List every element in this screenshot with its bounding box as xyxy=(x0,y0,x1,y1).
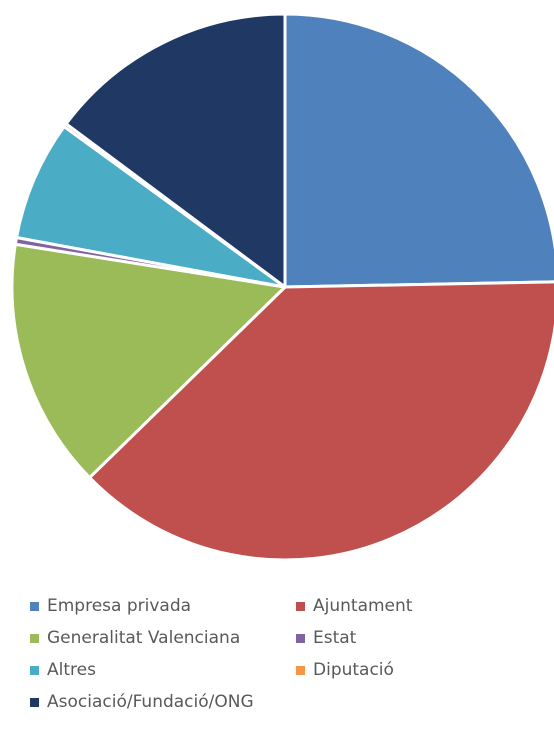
legend-swatch xyxy=(296,601,305,611)
pie-slice-altres xyxy=(15,125,287,289)
legend-label: Generalitat Valenciana xyxy=(47,628,241,648)
legend-swatch xyxy=(30,665,39,675)
legend-item-estat: Estat xyxy=(296,628,356,648)
legend-label: Estat xyxy=(313,628,357,648)
legend-label: Asociació/Fundació/ONG xyxy=(47,692,254,712)
legend-swatch xyxy=(296,633,305,643)
legend-item-altres: Altres xyxy=(30,660,96,680)
pie-chart xyxy=(10,12,554,562)
pie-slice-empresa-privada xyxy=(283,12,554,289)
legend-label: Diputació xyxy=(313,660,394,680)
pie-slice-asociacio-fundacio-ong xyxy=(64,12,287,289)
legend-swatch xyxy=(30,601,39,611)
chart-legend: Empresa privada Ajuntament Generalitat V… xyxy=(0,588,554,733)
legend-item-generalitat-valenciana: Generalitat Valenciana xyxy=(30,628,240,648)
legend-item-diputacio: Diputació xyxy=(296,660,394,680)
legend-item-ajuntament: Ajuntament xyxy=(296,596,412,616)
legend-swatch xyxy=(30,633,39,643)
legend-item-empresa-privada: Empresa privada xyxy=(30,596,191,616)
legend-label: Ajuntament xyxy=(313,596,413,616)
legend-label: Empresa privada xyxy=(47,596,192,616)
legend-swatch xyxy=(30,697,39,707)
pie-slice-ajuntament xyxy=(88,280,554,562)
legend-label: Altres xyxy=(47,660,96,680)
pie-slice-generalitat-valenciana xyxy=(10,242,287,480)
legend-item-asociacio-fundacio-ong: Asociació/Fundació/ONG xyxy=(30,692,254,712)
legend-swatch xyxy=(296,665,305,675)
